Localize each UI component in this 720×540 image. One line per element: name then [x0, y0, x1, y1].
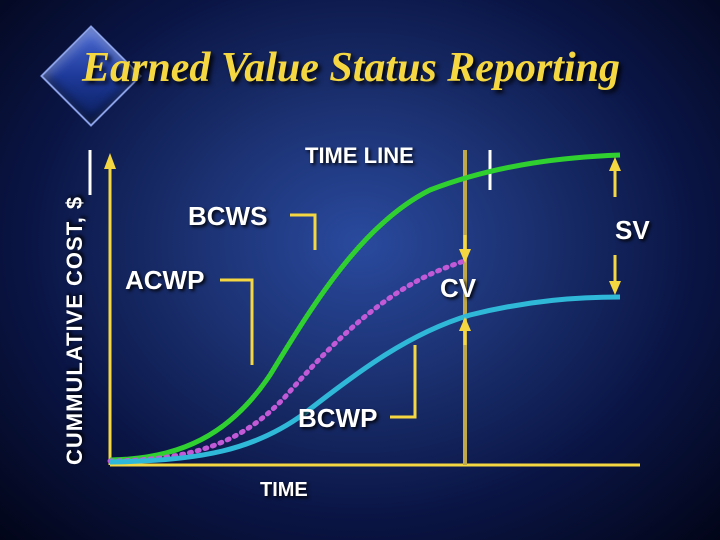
bcws-connector	[290, 215, 315, 250]
bcws-label: BCWS	[188, 201, 267, 232]
sv-arrowhead-down-icon	[609, 281, 621, 295]
acwp-connector	[220, 280, 252, 365]
bcwp-curve	[110, 297, 620, 462]
slide: Earned Value Status Reporting CUMMULATIV…	[0, 0, 720, 540]
title-row: Earned Value Status Reporting	[0, 30, 720, 120]
cv-label: CV	[440, 273, 476, 304]
bcwp-connector	[390, 345, 415, 417]
timeline-label: TIME LINE	[305, 143, 414, 169]
chart-area: CUMMULATIVE COST, $	[60, 135, 680, 515]
slide-title: Earned Value Status Reporting	[82, 44, 620, 92]
sv-label: SV	[615, 215, 650, 246]
chart-svg	[60, 135, 680, 515]
acwp-label: ACWP	[125, 265, 204, 296]
x-axis-label: TIME	[260, 479, 308, 502]
y-axis-arrowhead-icon	[104, 153, 116, 169]
sv-arrowhead-up-icon	[609, 157, 621, 171]
bcwp-label: BCWP	[298, 403, 377, 434]
